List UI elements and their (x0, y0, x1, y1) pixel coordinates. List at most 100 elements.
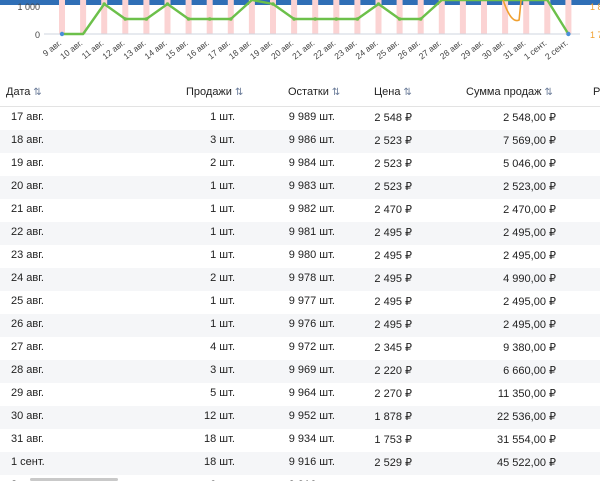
y-tick-label: 0 (35, 30, 40, 40)
table-row: 18 авг. 3 шт. 9 986 шт. 2 523 ₽ 7 569,00 ₽ (0, 130, 600, 153)
x-tick-label: 11 авг. (80, 38, 106, 61)
cell-sum: 22 536,00 ₽ (497, 411, 556, 423)
day-stripe (375, 0, 382, 34)
day-stripe (481, 0, 487, 34)
sales-table: Дата ⇅ Продажи ⇅ Остатки ⇅ Цена ⇅ Сумма прод… (0, 80, 600, 481)
day-stripe (270, 0, 276, 34)
sales-point (165, 2, 170, 6)
header-stock[interactable]: Остатки ⇅ (288, 86, 340, 98)
table-row: 27 авг. 4 шт. 9 972 шт. 2 345 ₽ 9 380,00 ₽ (0, 337, 600, 360)
cell-stock: 9 984 шт. (288, 157, 335, 169)
cell-sales: 18 шт. (204, 456, 235, 468)
sales-point (207, 17, 212, 21)
header-date-label: Дата (6, 86, 31, 98)
day-stripe (59, 0, 65, 34)
sort-icon[interactable]: ⇅ (33, 87, 42, 98)
header-extra-label: Р (593, 86, 600, 98)
header-extra[interactable]: Р (593, 86, 600, 98)
x-tick-label: 16 авг. (185, 38, 211, 62)
day-stripe (185, 0, 192, 34)
price-line (502, 0, 522, 22)
x-tick-label: 10 авг. (58, 38, 84, 62)
cell-sum: 2 548,00 ₽ (503, 112, 556, 124)
cell-stock: 9 978 шт. (288, 272, 335, 284)
cell-date: 27 авг. (11, 341, 44, 353)
cell-sales: 4 шт. (210, 341, 235, 353)
sales-point (376, 2, 381, 6)
cell-sales: 1 шт. (210, 180, 235, 192)
sales-point (59, 31, 65, 37)
x-tick-label: 26 авг. (396, 38, 422, 62)
cell-stock: 9 969 шт. (288, 364, 335, 376)
cell-price: 2 495 ₽ (374, 273, 412, 285)
day-stripe (565, 0, 572, 34)
day-stripe (354, 0, 361, 34)
cell-sales: 2 шт. (210, 272, 235, 284)
cell-date: 1 сент. (11, 456, 45, 468)
sales-point (355, 17, 360, 21)
cell-sum: 45 522,00 ₽ (497, 457, 556, 469)
header-sales-label: Продажи (186, 86, 232, 98)
header-price-label: Цена (374, 86, 401, 98)
cell-date: 22 авг. (11, 226, 44, 238)
day-stripe (248, 0, 255, 34)
sales-point (313, 17, 318, 21)
table-row: 25 авг. 1 шт. 9 977 шт. 2 495 ₽ 2 495,00 ₽ (0, 291, 600, 314)
cell-stock: 9 989 шт. (288, 111, 335, 123)
cell-price: 2 548 ₽ (374, 112, 412, 124)
sales-point (292, 17, 296, 21)
header-sales[interactable]: Продажи ⇅ (186, 86, 243, 98)
cell-price: 2 495 ₽ (374, 250, 412, 262)
day-stripe (523, 0, 530, 34)
table-row: 20 авг. 1 шт. 9 983 шт. 2 523 ₽ 2 523,00 ₽ (0, 176, 600, 199)
sales-point (123, 17, 128, 21)
cell-date: 30 авг. (11, 410, 44, 422)
table-row: 26 авг. 1 шт. 9 976 шт. 2 495 ₽ 2 495,00 ₽ (0, 314, 600, 337)
day-stripe (143, 0, 150, 34)
cell-date: 26 авг. (11, 318, 44, 330)
cell-date: 25 авг. (11, 295, 44, 307)
day-stripe (227, 0, 234, 34)
cell-price: 2 495 ₽ (374, 296, 412, 308)
cell-price: 1 878 ₽ (374, 411, 412, 423)
table-row: 24 авг. 2 шт. 9 978 шт. 2 495 ₽ 4 990,00 ₽ (0, 268, 600, 291)
sort-icon[interactable]: ⇅ (234, 87, 244, 98)
day-stripe (80, 0, 87, 34)
cell-sales: 0 шт. (210, 479, 235, 481)
cell-date: 31 авг. (11, 433, 44, 445)
horizontal-scrollbar[interactable] (30, 478, 118, 481)
sort-icon[interactable]: ⇅ (544, 87, 553, 98)
sales-point (102, 2, 106, 6)
day-stripe (333, 0, 340, 34)
cell-date: 23 авг. (11, 249, 44, 261)
cell-sum: 2 523,00 ₽ (503, 181, 556, 193)
x-tick-label: 1 сент. (522, 38, 549, 62)
header-sum[interactable]: Сумма продаж ⇅ (466, 86, 553, 98)
header-price[interactable]: Цена ⇅ (374, 86, 412, 98)
cell-sum: 5 046,00 ₽ (503, 158, 556, 170)
table-row: 31 авг. 18 шт. 9 934 шт. 1 753 ₽ 31 554,00 ₽ (0, 429, 600, 452)
cell-sales: 1 шт. (210, 203, 235, 215)
cell-date: 29 авг. (11, 387, 44, 399)
x-tick-label: 21 авг. (290, 38, 316, 62)
x-tick-label: 31 авг. (501, 38, 527, 62)
x-tick-label: 18 авг. (227, 38, 253, 62)
cell-price: 2 495 ₽ (374, 319, 412, 331)
table-header: Дата ⇅ Продажи ⇅ Остатки ⇅ Цена ⇅ Сумма прод… (0, 80, 600, 107)
day-stripe (122, 0, 129, 34)
sort-icon[interactable]: ⇅ (331, 87, 341, 98)
sales-point (418, 17, 423, 21)
cell-sum: 2 495,00 ₽ (503, 296, 556, 308)
cell-date: 19 авг. (11, 157, 44, 169)
cell-price: 2 529 ₽ (374, 457, 412, 469)
cell-sales: 3 шт. (210, 364, 235, 376)
day-stripe (438, 0, 445, 34)
cell-sales: 1 шт. (210, 111, 235, 123)
x-tick-label: 15 авг. (164, 38, 190, 62)
x-tick-label: 14 авг. (142, 38, 168, 62)
sort-icon[interactable]: ⇅ (403, 87, 412, 98)
sales-point (229, 17, 233, 21)
header-date[interactable]: Дата ⇅ (6, 86, 42, 98)
x-tick-label: 30 авг. (480, 38, 506, 62)
